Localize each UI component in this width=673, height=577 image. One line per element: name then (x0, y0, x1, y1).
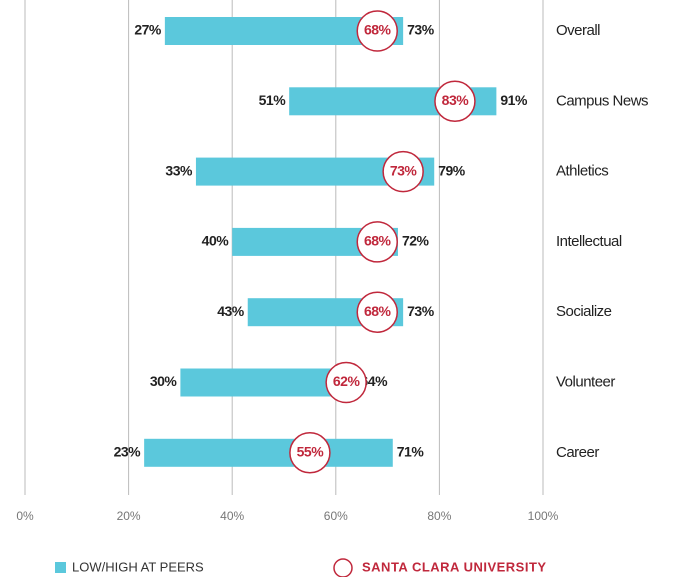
high-label: 73% (407, 22, 435, 38)
low-label: 40% (202, 233, 230, 249)
legend-swatch (55, 562, 66, 573)
school-marker (356, 221, 398, 263)
x-tick-label: 80% (427, 509, 451, 523)
category-label: Intellectual (556, 233, 622, 250)
low-label: 27% (134, 22, 162, 38)
high-label: 72% (402, 233, 430, 249)
school-marker (325, 361, 367, 404)
low-label: 23% (114, 444, 142, 460)
category-label: Athletics (556, 163, 608, 180)
range-bar (144, 438, 393, 467)
low-label: 33% (165, 162, 193, 178)
category-label: Campus News (556, 92, 648, 109)
low-label: 51% (259, 92, 287, 108)
legend-marker (333, 558, 353, 577)
school-marker (356, 291, 398, 333)
high-label: 91% (500, 92, 528, 108)
low-label: 30% (150, 373, 178, 389)
x-tick-label: 60% (324, 509, 348, 523)
school-marker (289, 432, 331, 474)
high-label: 71% (397, 444, 425, 460)
school-label: 68% (364, 303, 392, 319)
x-tick-label: 0% (16, 509, 34, 523)
category-label: Career (556, 444, 599, 461)
school-label: 68% (364, 22, 392, 38)
high-label: 64% (361, 373, 389, 389)
low-label: 43% (217, 303, 245, 319)
x-tick-label: 20% (117, 509, 141, 523)
school-marker (434, 80, 476, 123)
school-label: 62% (333, 373, 361, 389)
school-label: 55% (297, 444, 325, 460)
category-label: Socialize (556, 303, 612, 320)
school-marker (382, 150, 424, 193)
school-marker (356, 10, 398, 52)
legend-label: LOW/HIGH AT PEERS (72, 559, 204, 574)
high-label: 73% (407, 303, 435, 319)
school-label: 68% (364, 233, 392, 249)
category-label: Overall (556, 22, 600, 39)
high-label: 79% (438, 162, 466, 178)
category-label: Volunteer (556, 373, 615, 390)
x-tick-label: 100% (528, 509, 559, 523)
legend-label: SANTA CLARA UNIVERSITY (362, 559, 547, 574)
x-tick-label: 40% (220, 509, 244, 523)
school-label: 83% (442, 92, 470, 108)
school-label: 73% (390, 162, 418, 178)
